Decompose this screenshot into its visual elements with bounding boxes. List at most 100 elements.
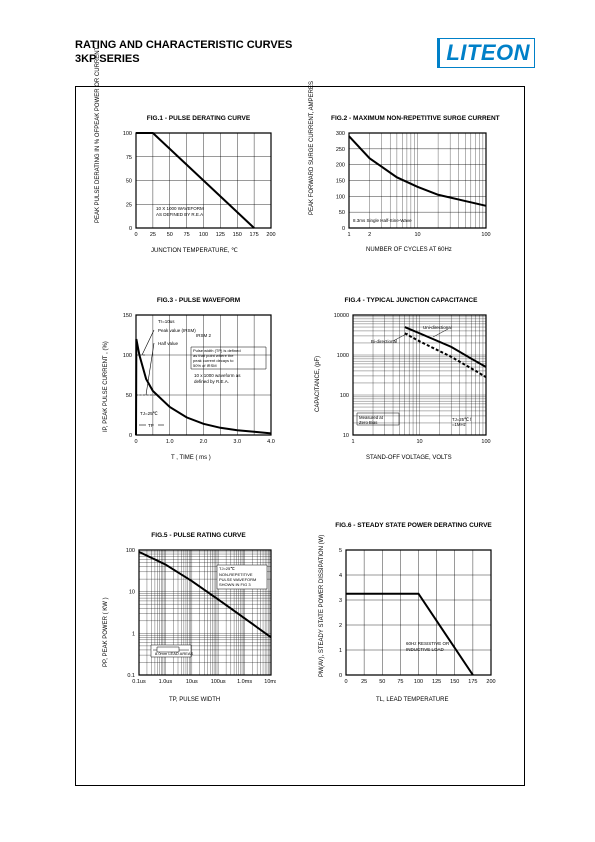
- svg-text:60Hz RESISTIVE OR: 60Hz RESISTIVE OR: [406, 641, 450, 646]
- svg-text:150: 150: [233, 232, 242, 238]
- fig5-ylabel-text: PP, PEAK POWER ( KW ): [103, 537, 109, 667]
- charts-frame: FIG.1 - PULSE DERATING CURVE 02550751001…: [75, 86, 525, 786]
- svg-text:TP: TP: [148, 423, 154, 428]
- svg-text:TJ=25℃: TJ=25℃: [140, 411, 159, 416]
- svg-text:1: 1: [351, 439, 354, 445]
- svg-text:0: 0: [342, 226, 345, 232]
- svg-text:INDUCTIVE LOAD: INDUCTIVE LOAD: [406, 647, 445, 652]
- svg-text:50: 50: [167, 232, 173, 238]
- svg-text:5: 5: [339, 548, 342, 554]
- svg-text:SHOWN IN FIG 3: SHOWN IN FIG 3: [219, 582, 251, 587]
- svg-text:50% of IRSM: 50% of IRSM: [193, 363, 217, 368]
- svg-text:0: 0: [129, 433, 132, 439]
- svg-text:0.1us: 0.1us: [132, 679, 146, 685]
- svg-text:200: 200: [486, 679, 495, 685]
- svg-text:1: 1: [347, 232, 350, 238]
- svg-text:50: 50: [339, 210, 345, 216]
- svg-text:300: 300: [336, 131, 345, 137]
- svg-text:10 x 1000 waveform as: 10 x 1000 waveform as: [194, 373, 241, 378]
- svg-text:1: 1: [132, 631, 135, 637]
- svg-text:TJ=25℃: TJ=25℃: [219, 566, 235, 571]
- fig5-pulse-rating: FIG.5 - PULSE RATING CURVE 0.1us 1.0us 10u…: [121, 532, 276, 690]
- page-title: RATING AND CHARACTERISTIC CURVES 3KP SER…: [75, 38, 292, 67]
- fig5-title: FIG.5 - PULSE RATING CURVE: [121, 532, 276, 539]
- svg-text:10us: 10us: [186, 679, 198, 685]
- svg-text:100: 100: [414, 679, 423, 685]
- svg-text:4: 4: [339, 573, 342, 579]
- svg-text:100: 100: [199, 232, 208, 238]
- svg-text:0: 0: [129, 226, 132, 232]
- svg-text:125: 125: [216, 232, 225, 238]
- svg-text:50: 50: [126, 393, 132, 399]
- svg-text:100: 100: [481, 439, 490, 445]
- fig6-power-derating: FIG.6 - STEADY STATE POWER DERATING CURV…: [331, 522, 496, 690]
- svg-text:defined by R.E.A.: defined by R.E.A.: [194, 379, 229, 384]
- svg-text:1: 1: [339, 648, 342, 654]
- liteon-logo: LITEON: [437, 38, 535, 68]
- svg-text:100: 100: [126, 548, 135, 554]
- svg-text:50: 50: [379, 679, 385, 685]
- svg-text:75: 75: [184, 232, 190, 238]
- svg-text:AS DEFINED BY R.E.A: AS DEFINED BY R.E.A: [156, 212, 203, 217]
- svg-text:2.0: 2.0: [200, 439, 208, 445]
- svg-text:25: 25: [361, 679, 367, 685]
- svg-text:2: 2: [368, 232, 371, 238]
- svg-text:75: 75: [397, 679, 403, 685]
- fig2-surge-current: FIG.2 - MAXIMUM NON-REPETITIVE SURGE CUR…: [331, 115, 491, 243]
- svg-text:50: 50: [126, 179, 132, 185]
- svg-text:3: 3: [339, 598, 342, 604]
- svg-text:0: 0: [339, 673, 342, 679]
- fig1-xlabel: JUNCTION TEMPERATURE, ℃: [151, 247, 238, 254]
- fig3-pulse-waveform: FIG.3 - PULSE WAVEFORM 01.02.03.04.00501…: [121, 297, 276, 450]
- svg-text:100: 100: [481, 232, 490, 238]
- svg-text:IRSM 2: IRSM 2: [196, 333, 212, 338]
- fig3-title: FIG.3 - PULSE WAVEFORM: [121, 297, 276, 304]
- svg-text:10: 10: [129, 590, 135, 596]
- svg-text:25: 25: [126, 202, 132, 208]
- svg-text:10 X 1000 WAVEFORM: 10 X 1000 WAVEFORM: [156, 206, 204, 211]
- svg-text:175: 175: [468, 679, 477, 685]
- svg-text:150: 150: [336, 179, 345, 185]
- svg-text:10: 10: [343, 433, 349, 439]
- svg-text:200: 200: [266, 232, 275, 238]
- svg-text:0.1: 0.1: [127, 673, 135, 679]
- fig3-xlabel: T , TIME ( ms ): [171, 455, 211, 461]
- fig4-title: FIG.4 - TYPICAL JUNCTION CAPACITANCE: [331, 297, 491, 304]
- svg-text:1.0us: 1.0us: [159, 679, 173, 685]
- svg-text:10000: 10000: [334, 313, 349, 319]
- svg-text:100us: 100us: [211, 679, 226, 685]
- fig4-ylabel-text: CAPACITANCE, (pF): [315, 302, 321, 412]
- svg-text:=1MHz: =1MHz: [452, 422, 466, 427]
- svg-text:1.0ms: 1.0ms: [237, 679, 252, 685]
- svg-text:200: 200: [336, 163, 345, 169]
- svg-text:175: 175: [250, 232, 259, 238]
- svg-text:100: 100: [336, 194, 345, 200]
- svg-text:Half value: Half value: [158, 341, 179, 346]
- svg-text:Peak value (IRSM): Peak value (IRSM): [158, 328, 196, 333]
- svg-text:0: 0: [134, 439, 137, 445]
- fig2-ylabel-text: PEAK FORWARD SURGE CURRENT, AMPERES: [309, 115, 315, 215]
- svg-text:150: 150: [123, 313, 132, 319]
- title-line-1: RATING AND CHARACTERISTIC CURVES: [75, 38, 292, 52]
- fig1-ylabel-text: PEAK PULSE DERATING IN % OFPEAK POWER OR…: [95, 113, 101, 223]
- fig6-ylabel-text: PM(AV), STEADY STATE POWER DISSIPATION (…: [319, 532, 325, 677]
- svg-text:250: 250: [336, 147, 345, 153]
- svg-text:10: 10: [414, 232, 420, 238]
- page-header: RATING AND CHARACTERISTIC CURVES 3KP SER…: [75, 38, 535, 68]
- svg-text:0: 0: [134, 232, 137, 238]
- svg-text:1000: 1000: [337, 353, 349, 359]
- fig2-title: FIG.2 - MAXIMUM NON-REPETITIVE SURGE CUR…: [331, 115, 491, 122]
- svg-text:10: 10: [416, 439, 422, 445]
- svg-text:8.0mm LEAD AREAS: 8.0mm LEAD AREAS: [155, 651, 194, 656]
- fig4-xlabel: STAND-OFF VOLTAGE, VOLTS: [366, 455, 452, 461]
- svg-text:25: 25: [150, 232, 156, 238]
- svg-text:Bi-directional: Bi-directional: [371, 339, 397, 344]
- title-line-2: 3KP SERIES: [75, 52, 292, 66]
- svg-text:150: 150: [450, 679, 459, 685]
- svg-text:100: 100: [340, 393, 349, 399]
- fig6-title: FIG.6 - STEADY STATE POWER DERATING CURV…: [331, 522, 496, 529]
- svg-text:4.0: 4.0: [267, 439, 275, 445]
- svg-text:100: 100: [123, 353, 132, 359]
- svg-text:3.0: 3.0: [233, 439, 241, 445]
- svg-text:2: 2: [339, 623, 342, 629]
